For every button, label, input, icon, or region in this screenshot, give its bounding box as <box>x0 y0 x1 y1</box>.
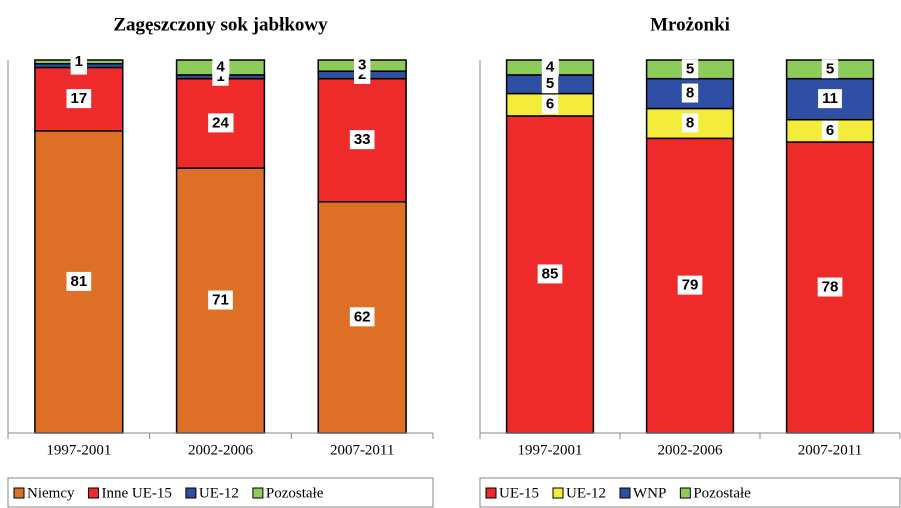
data-label-text: 6 <box>546 96 554 113</box>
data-label-text: 6 <box>826 122 834 139</box>
data-label-box <box>818 89 842 109</box>
data-label-text: 8 <box>686 114 694 131</box>
x-tick-label: 1997-2001 <box>46 442 111 458</box>
data-label: 8 <box>681 83 699 103</box>
legend-swatch <box>13 487 25 499</box>
data-label-text: 4 <box>546 58 555 75</box>
legend-swatch <box>252 487 264 499</box>
legend-label: Pozostałe <box>266 485 324 501</box>
data-label-box <box>353 55 371 75</box>
data-label: 4 <box>212 57 230 77</box>
data-label-text: 5 <box>546 75 554 92</box>
data-label: 5 <box>681 59 699 79</box>
data-label-text: 85 <box>542 265 559 282</box>
legend-swatch <box>679 487 691 499</box>
legend-label: WNP <box>633 485 666 501</box>
legend-box <box>7 477 434 508</box>
data-label: 6 <box>821 120 839 140</box>
data-label-box <box>681 83 699 103</box>
legend-swatch <box>485 487 497 499</box>
x-tick-label: 2002-2006 <box>658 442 723 458</box>
data-label-text: 79 <box>682 277 699 294</box>
legend-swatch <box>552 487 564 499</box>
data-label-box <box>821 120 839 140</box>
data-label: 5 <box>541 74 559 94</box>
data-label: 85 <box>537 264 563 284</box>
data-label: 24 <box>208 113 234 133</box>
data-label-text: 81 <box>70 273 87 290</box>
chart-title: Zagęszczony sok jabłkowy <box>113 14 328 35</box>
data-label-box <box>817 277 843 297</box>
data-label-box <box>821 59 839 79</box>
data-label: 4 <box>541 57 559 77</box>
data-label-text: 71 <box>212 292 229 309</box>
data-label: 62 <box>349 307 375 327</box>
data-label: 81 <box>66 271 92 291</box>
data-label: 78 <box>817 277 843 297</box>
data-label: 79 <box>677 275 703 295</box>
data-label: 8 <box>681 113 699 133</box>
legend-label: UE-12 <box>199 485 239 501</box>
data-label-box <box>541 74 559 94</box>
legend-label: UE-12 <box>566 485 606 501</box>
data-label-text: 5 <box>686 60 694 77</box>
data-label-box <box>208 290 233 310</box>
data-label: 11 <box>818 89 842 109</box>
data-label: 33 <box>349 130 375 150</box>
data-label-text: 33 <box>354 131 371 148</box>
legend-label: Pozostałe <box>693 485 751 501</box>
data-label-box <box>349 307 375 327</box>
data-label-box <box>208 113 234 133</box>
data-label: 5 <box>821 59 839 79</box>
data-label-box <box>681 113 699 133</box>
legend-label: Niemcy <box>27 485 75 501</box>
data-label-text: 24 <box>212 114 229 131</box>
data-label: 71 <box>208 290 233 310</box>
x-tick-label: 2007-2011 <box>330 442 394 458</box>
data-label: 17 <box>66 89 92 109</box>
data-label-box <box>541 57 559 77</box>
data-label-box <box>349 130 375 150</box>
data-label-text: 1 <box>75 53 83 70</box>
data-label-box <box>537 264 563 284</box>
data-label-text: 5 <box>826 60 834 77</box>
data-label-box <box>541 94 559 114</box>
data-label-box <box>66 271 92 291</box>
legend-box <box>479 477 901 508</box>
data-label: 1 <box>70 51 88 71</box>
data-label-text: 8 <box>686 85 694 102</box>
legend-swatch <box>619 487 631 499</box>
data-label-box <box>70 51 88 71</box>
x-tick-label: 2002-2006 <box>188 442 253 458</box>
data-label: 3 <box>353 55 371 75</box>
data-label-text: 62 <box>354 308 371 325</box>
data-label-text: 4 <box>216 58 225 75</box>
legend-label: Inne UE-15 <box>101 485 171 501</box>
legend-swatch <box>87 487 99 499</box>
data-label-box <box>681 59 699 79</box>
data-label-text: 17 <box>70 90 87 107</box>
data-label-box <box>677 275 703 295</box>
data-label: 6 <box>541 94 559 114</box>
legend-swatch <box>185 487 197 499</box>
data-label-text: 78 <box>822 278 839 295</box>
x-tick-label: 2007-2011 <box>798 442 862 458</box>
data-label-text: 11 <box>822 90 838 107</box>
data-label-text: 3 <box>358 57 366 74</box>
chart-title: Mrożonki <box>650 14 730 35</box>
data-label-box <box>66 89 92 109</box>
legend-label: UE-15 <box>499 485 539 501</box>
x-tick-label: 1997-2001 <box>518 442 583 458</box>
data-label-box <box>212 57 230 77</box>
